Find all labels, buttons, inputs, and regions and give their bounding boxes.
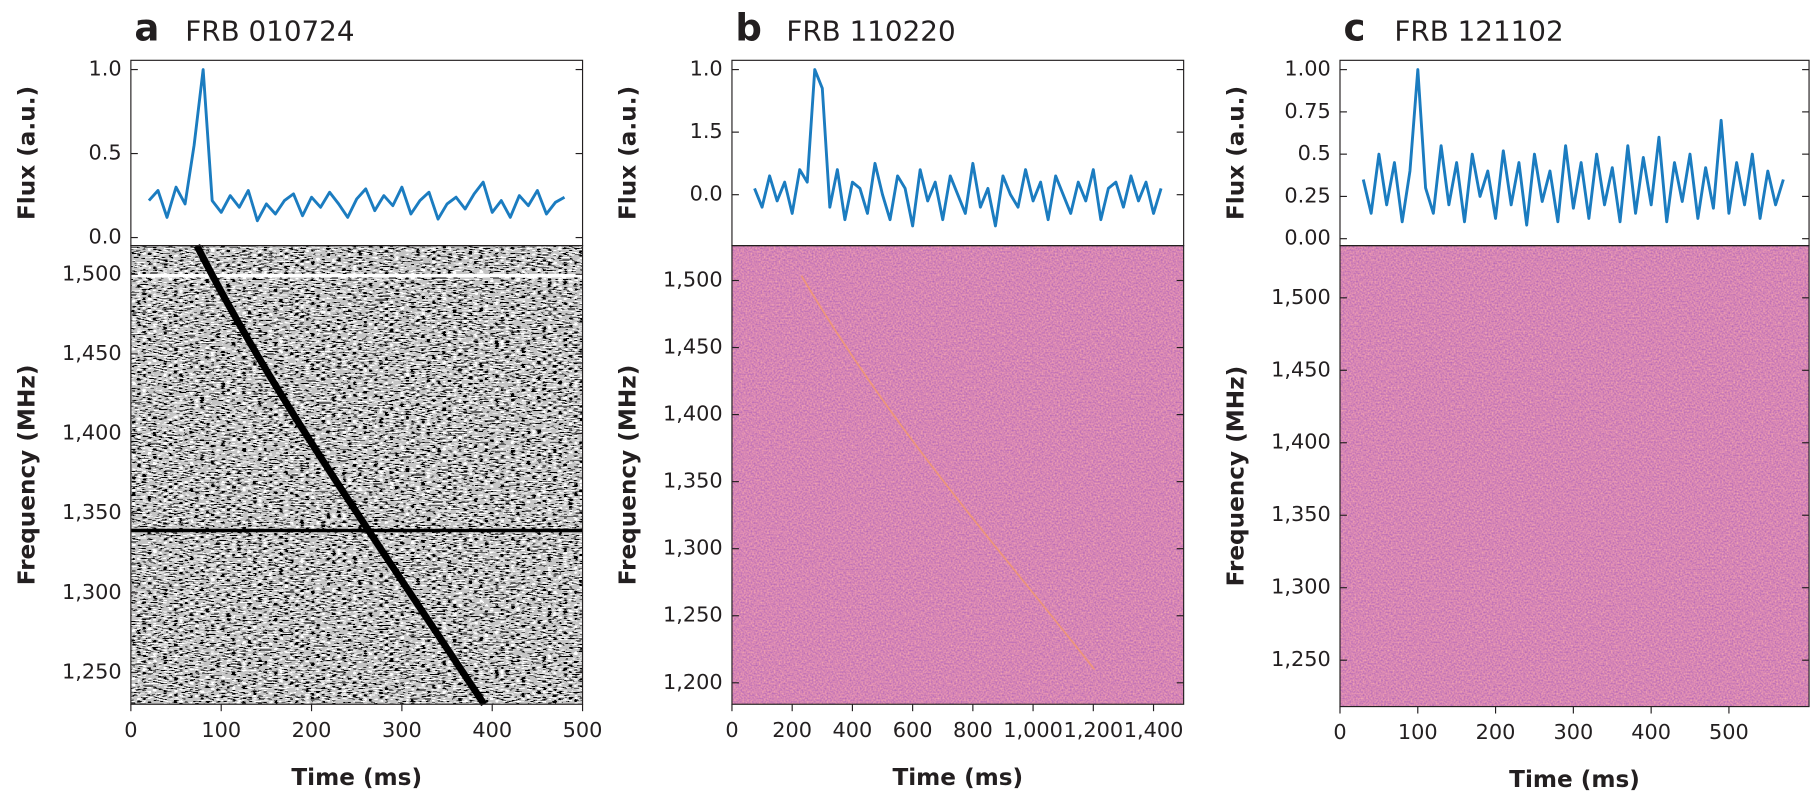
dispersion-sweep: [193, 244, 488, 707]
x-axis-label: Time (ms): [291, 765, 422, 791]
x-tick-label: 1,000: [1003, 718, 1063, 742]
y-tick-label: 1,450: [663, 335, 723, 359]
y-tick-label: 0.25: [1284, 183, 1330, 207]
x-tick-label: 200: [1476, 720, 1516, 744]
x-tick-label: 400: [472, 718, 512, 742]
flux-line: [147, 68, 566, 223]
dispersion-sweep: [800, 275, 1096, 671]
spectrogram: [130, 245, 583, 705]
y-tick-label: 1,250: [1271, 647, 1331, 671]
y-tick-label: 1,500: [62, 261, 122, 285]
y-axis-label: Frequency (MHz): [1223, 366, 1249, 587]
x-tick-label: 0: [1333, 720, 1346, 744]
y-axis-label: Flux (a.u.): [615, 86, 641, 220]
y-tick-label: 1.5: [690, 119, 723, 143]
x-tick-label: 200: [772, 718, 812, 742]
panel-label: c: [1343, 7, 1365, 50]
x-tick-label: 600: [893, 718, 933, 742]
x-tick-label: 100: [201, 718, 241, 742]
x-axis-label: Time (ms): [1509, 767, 1640, 793]
panel-label: b: [735, 7, 762, 50]
y-tick-label: 1,400: [62, 421, 122, 445]
y-tick-label: 1,500: [1271, 285, 1331, 309]
y-tick-label: 1,500: [663, 267, 723, 291]
y-tick-label: 1,400: [1271, 430, 1331, 454]
flux-frame: [130, 59, 584, 247]
x-tick-label: 300: [1553, 720, 1593, 744]
y-tick-label: 1,250: [62, 659, 122, 683]
x-tick-label: 400: [1631, 720, 1671, 744]
y-tick-label: 1,350: [663, 469, 723, 493]
x-tick-label: 0: [124, 718, 137, 742]
y-tick-label: 1,350: [62, 500, 122, 524]
panel-title: FRB 121102: [1394, 15, 1563, 48]
spectrogram-frame: [731, 245, 1185, 705]
panel-label: a: [134, 7, 159, 50]
spectrogram-frame: [130, 245, 584, 705]
y-tick-label: 0.0: [88, 225, 121, 249]
y-axis-label: Flux (a.u.): [1223, 86, 1249, 220]
spectrogram-frame: [1339, 245, 1810, 708]
panel-title: FRB 010724: [185, 15, 354, 48]
y-axis-label: Flux (a.u.): [14, 86, 40, 220]
y-tick-label: 0.5: [88, 141, 121, 165]
x-tick-label: 1,200: [1063, 718, 1123, 742]
y-axis-label: Frequency (MHz): [615, 365, 641, 586]
y-tick-label: 1,300: [663, 536, 723, 560]
x-tick-label: 500: [563, 718, 603, 742]
y-tick-label: 1,350: [1271, 502, 1331, 526]
x-tick-label: 1,400: [1124, 718, 1184, 742]
flux-frame: [731, 59, 1185, 247]
y-tick-label: 0.00: [1284, 226, 1330, 250]
spectrogram: [731, 245, 1184, 705]
y-tick-label: 0.75: [1284, 99, 1330, 123]
y-tick-label: 1,200: [663, 670, 723, 694]
x-tick-label: 0: [725, 718, 738, 742]
x-tick-label: 200: [292, 718, 332, 742]
y-tick-label: 1,250: [663, 603, 723, 627]
panel-title: FRB 110220: [786, 15, 955, 48]
flux-line: [753, 68, 1163, 228]
y-tick-label: 1,300: [62, 580, 122, 604]
y-tick-label: 1.0: [690, 57, 723, 81]
x-tick-label: 100: [1398, 720, 1438, 744]
y-tick-label: 0.5: [1298, 141, 1331, 165]
x-tick-label: 500: [1709, 720, 1749, 744]
y-tick-label: 1,300: [1271, 575, 1331, 599]
flux-line: [1361, 68, 1785, 227]
spectrogram: [1339, 245, 1810, 707]
x-tick-label: 800: [953, 718, 993, 742]
x-axis-label: Time (ms): [892, 765, 1023, 791]
y-axis-label: Frequency (MHz): [14, 365, 40, 586]
y-tick-label: 1.00: [1284, 57, 1330, 81]
y-tick-label: 1,400: [663, 402, 723, 426]
y-tick-label: 1.0: [88, 57, 121, 81]
y-tick-label: 1,450: [1271, 357, 1331, 381]
y-tick-label: 0.0: [690, 182, 723, 206]
x-tick-label: 400: [833, 718, 873, 742]
y-tick-label: 1,450: [62, 341, 122, 365]
x-tick-label: 300: [382, 718, 422, 742]
